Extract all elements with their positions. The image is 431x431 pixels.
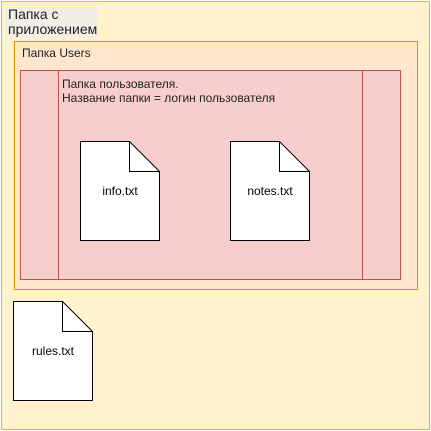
document-icon: [230, 141, 310, 241]
rules-file-label: rules.txt: [31, 344, 74, 358]
info-file-icon: info.txt: [79, 140, 161, 242]
app-folder-label: Папка с приложением: [6, 6, 98, 37]
document-icon: [13, 301, 93, 401]
users-folder-label: Папка Users: [22, 46, 91, 60]
notes-file-icon: notes.txt: [229, 140, 311, 242]
info-file-label: info.txt: [102, 184, 138, 198]
user-folder-caption: Папка пользователя. Название папки = лог…: [62, 77, 276, 105]
user-folder-left-divider: [58, 70, 59, 280]
document-icon: [80, 141, 160, 241]
user-folder-right-divider: [362, 70, 363, 280]
notes-file-label: notes.txt: [247, 184, 293, 198]
rules-file-icon: rules.txt: [12, 300, 94, 402]
